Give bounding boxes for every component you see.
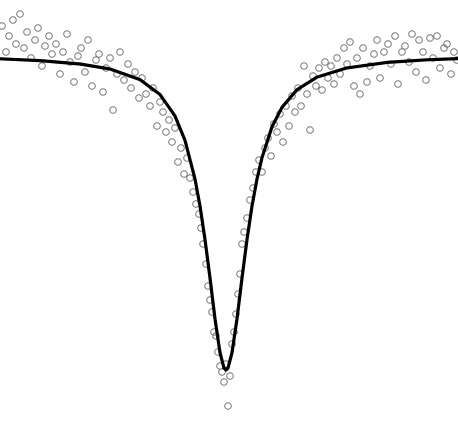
- data-point: [95, 50, 103, 58]
- data-point: [288, 92, 296, 100]
- data-point: [23, 28, 31, 36]
- data-point: [356, 90, 364, 98]
- data-point: [159, 108, 167, 116]
- data-point: [99, 88, 107, 96]
- data-point: [41, 42, 49, 50]
- data-point: [285, 122, 293, 130]
- data-point: [142, 90, 150, 98]
- data-point: [162, 128, 170, 136]
- data-point: [350, 82, 358, 90]
- data-point: [174, 158, 182, 166]
- data-point: [180, 170, 188, 178]
- data-point: [391, 32, 399, 40]
- data-point: [306, 126, 314, 134]
- data-point: [422, 76, 430, 84]
- data-point: [330, 80, 338, 88]
- data-point: [401, 42, 409, 50]
- data-point: [56, 70, 64, 78]
- data-point: [279, 138, 287, 146]
- data-point: [412, 68, 420, 76]
- data-point: [70, 78, 78, 86]
- data-point: [45, 32, 53, 40]
- data-point: [370, 50, 378, 58]
- data-point: [5, 32, 13, 40]
- data-point: [340, 44, 348, 52]
- data-point: [52, 40, 60, 48]
- data-point: [224, 402, 232, 410]
- data-point: [315, 64, 323, 72]
- data-point: [34, 24, 42, 32]
- data-point: [394, 80, 402, 88]
- data-point: [318, 86, 326, 94]
- data-point: [59, 48, 67, 56]
- data-point: [433, 32, 441, 40]
- data-point: [0, 22, 6, 30]
- data-point: [363, 78, 371, 86]
- data-point: [131, 68, 139, 76]
- data-point: [109, 106, 117, 114]
- data-point: [186, 174, 194, 182]
- data-point: [48, 50, 56, 58]
- data-point: [300, 62, 308, 70]
- data-point: [273, 128, 281, 136]
- data-point: [127, 84, 135, 92]
- data-point: [353, 54, 361, 62]
- data-point: [124, 60, 132, 68]
- data-point: [146, 102, 154, 110]
- data-point: [177, 144, 185, 152]
- data-point: [153, 122, 161, 130]
- data-point: [220, 378, 228, 386]
- data-point: [297, 102, 305, 110]
- data-point: [84, 36, 92, 44]
- data-point: [267, 152, 275, 160]
- fit-line: [0, 57, 458, 372]
- data-point: [321, 58, 329, 66]
- data-point: [106, 54, 114, 62]
- data-point: [291, 108, 299, 116]
- data-point: [447, 70, 455, 78]
- data-point: [218, 368, 226, 376]
- data-point: [135, 94, 143, 102]
- data-point: [74, 52, 82, 60]
- data-point: [189, 188, 197, 196]
- data-point: [408, 30, 416, 38]
- data-point: [373, 36, 381, 44]
- data-point: [120, 76, 128, 84]
- data-point: [88, 82, 96, 90]
- data-point: [165, 116, 173, 124]
- data-point: [238, 240, 246, 248]
- data-point: [116, 48, 124, 56]
- data-point: [419, 48, 427, 56]
- data-point: [16, 10, 24, 18]
- data-point: [426, 34, 434, 42]
- data-point: [81, 68, 89, 76]
- data-point: [380, 48, 388, 56]
- data-point: [450, 48, 458, 56]
- data-point: [12, 40, 20, 48]
- data-point: [63, 30, 71, 38]
- data-point: [312, 82, 320, 90]
- data-point: [2, 48, 10, 56]
- data-point: [443, 40, 451, 48]
- data-point: [398, 48, 406, 56]
- data-point: [92, 56, 100, 64]
- data-point: [303, 90, 311, 98]
- data-point: [333, 54, 341, 62]
- data-point: [359, 44, 367, 52]
- data-point: [226, 372, 234, 380]
- data-point: [327, 62, 335, 70]
- data-point: [9, 16, 17, 24]
- data-point: [38, 62, 46, 70]
- data-point: [168, 138, 176, 146]
- data-point: [436, 64, 444, 72]
- data-point: [20, 44, 28, 52]
- data-point: [376, 74, 384, 82]
- data-point: [346, 38, 354, 46]
- data-point: [415, 36, 423, 44]
- data-point: [77, 44, 85, 52]
- data-point: [384, 40, 392, 48]
- data-point: [31, 36, 39, 44]
